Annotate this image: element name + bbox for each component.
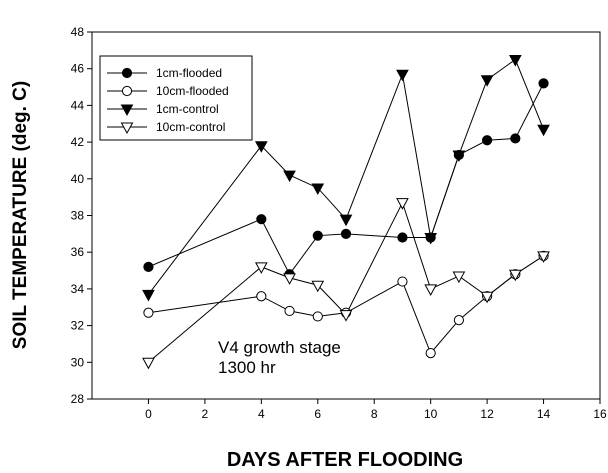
legend-label-1cm-control: 1cm-control — [156, 102, 219, 116]
y-tick-label: 48 — [71, 25, 85, 39]
x-tick-label: 10 — [424, 407, 438, 421]
data-point-10cm-control — [508, 269, 522, 282]
data-point-10cm-flooded — [284, 305, 295, 317]
data-point-1cm-control — [142, 289, 155, 302]
y-tick-label: 40 — [71, 172, 85, 186]
legend-marker-1cm-flooded — [121, 67, 133, 79]
x-tick-label: 14 — [537, 407, 551, 421]
series-line-10cm-flooded — [148, 255, 544, 355]
data-point-10cm-control — [452, 271, 466, 284]
legend-label-1cm-flooded: 1cm-flooded — [156, 66, 222, 80]
legend-marker-10cm-flooded — [121, 85, 133, 97]
data-point-1cm-control — [508, 55, 522, 67]
x-tick-label: 4 — [258, 407, 265, 421]
data-point-1cm-control — [424, 233, 438, 245]
data-point-10cm-flooded — [256, 291, 267, 302]
data-point-1cm-flooded — [510, 133, 521, 144]
legend: 1cm-flooded 10cm-flooded 1cm-control 10cm-c… — [99, 55, 253, 141]
data-point-10cm-control — [396, 198, 409, 210]
data-point-1cm-control — [396, 69, 409, 82]
data-point-1cm-control — [339, 214, 353, 227]
x-axis-title: DAYS AFTER FLOODING — [227, 449, 463, 471]
legend-marker-10cm-control — [120, 122, 134, 135]
data-point-1cm-control — [283, 170, 296, 183]
y-axis-title: SOIL TEMPERATURE (deg. C) — [10, 81, 31, 349]
y-tick-label: 30 — [71, 355, 85, 369]
y-tick-label: 32 — [71, 319, 85, 333]
data-point-10cm-control — [480, 291, 494, 304]
data-point-1cm-flooded — [482, 135, 493, 146]
data-point-10cm-control — [537, 251, 550, 263]
series-markers — [142, 55, 550, 370]
x-tick-label: 12 — [480, 407, 494, 421]
data-point-10cm-control — [254, 262, 268, 274]
y-tick-label: 38 — [71, 209, 85, 223]
data-point-10cm-flooded — [397, 276, 408, 287]
y-tick-label: 34 — [71, 282, 85, 296]
x-tick-label: 2 — [202, 407, 209, 421]
data-point-1cm-flooded — [340, 228, 352, 239]
data-point-1cm-control — [452, 150, 466, 162]
x-tick-label: 0 — [145, 407, 152, 421]
data-point-1cm-flooded — [256, 214, 267, 225]
series-line-10cm-control — [148, 201, 544, 363]
data-point-10cm-control — [424, 284, 438, 296]
x-tick-label: 16 — [593, 407, 607, 421]
data-point-10cm-flooded — [312, 311, 323, 322]
data-point-10cm-flooded — [143, 307, 154, 318]
data-point-1cm-control — [254, 141, 268, 153]
data-point-1cm-flooded — [397, 232, 408, 243]
annotation-line-2: 1300 hr — [218, 358, 276, 377]
data-point-10cm-control — [283, 273, 296, 285]
data-point-1cm-control — [537, 124, 550, 137]
y-tick-label: 46 — [71, 62, 85, 76]
data-point-1cm-flooded — [143, 261, 154, 272]
x-tick-label: 8 — [371, 407, 378, 421]
data-point-1cm-flooded — [312, 230, 323, 241]
data-point-10cm-flooded — [425, 348, 436, 359]
data-point-1cm-control — [480, 75, 494, 87]
data-point-1cm-flooded — [538, 78, 549, 89]
legend-marker-1cm-control — [120, 104, 134, 117]
y-tick-label: 42 — [71, 135, 85, 149]
data-point-10cm-control — [339, 310, 353, 322]
x-tick-label: 6 — [314, 407, 321, 421]
y-tick-label: 44 — [71, 98, 85, 112]
y-tick-label: 36 — [71, 245, 85, 259]
y-tick-label: 28 — [71, 392, 85, 406]
data-point-10cm-control — [142, 357, 155, 370]
data-point-10cm-flooded — [453, 314, 464, 326]
annotation-line-1: V4 growth stage — [218, 338, 341, 357]
data-point-1cm-control — [311, 183, 325, 196]
data-point-10cm-control — [311, 280, 325, 293]
legend-label-10cm-flooded: 10cm-flooded — [156, 84, 229, 98]
legend-label-10cm-control: 10cm-control — [156, 120, 225, 134]
